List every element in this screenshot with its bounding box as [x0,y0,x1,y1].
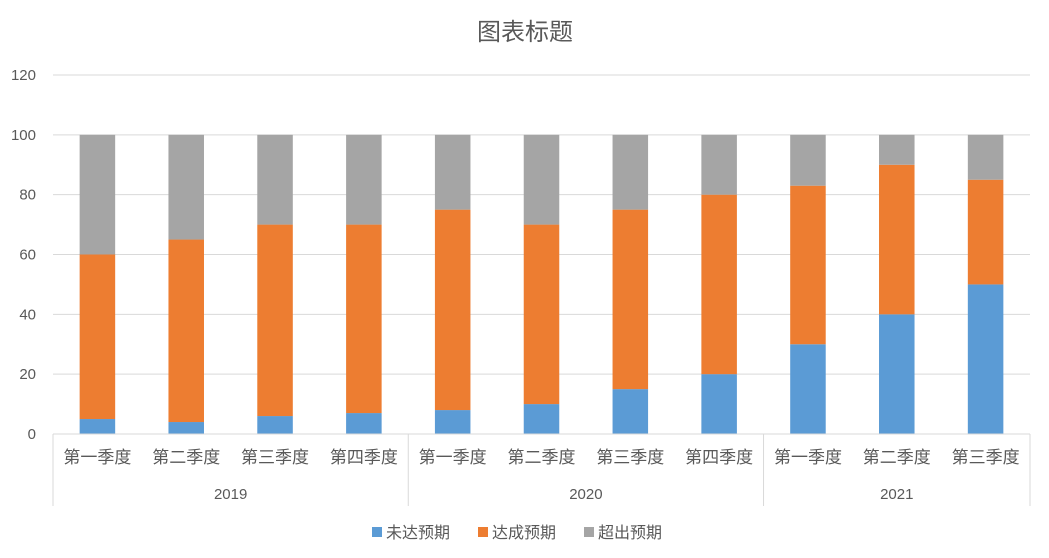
legend-label-2: 达成预期 [492,523,556,542]
bar-3-10 [879,134,915,165]
legend: 未达预期 达成预期 超出预期 [372,523,662,542]
bar-3-11 [967,134,1004,180]
bar-1-8 [701,374,737,434]
bar-1-5 [434,410,471,434]
bar-2-2 [168,239,204,423]
x-category-label: 第二季度 [863,448,931,468]
bar-3-4 [346,134,382,225]
x-category-label: 第一季度 [63,448,131,468]
bar-2-5 [434,209,471,411]
x-category-label: 第三季度 [596,448,664,468]
bar-3-9 [790,134,826,186]
bar-3-3 [257,134,293,225]
bar-2-3 [257,224,293,417]
legend-label-1: 未达预期 [386,523,450,542]
x-category-label: 第三季度 [952,448,1020,468]
bar-1-2 [168,422,204,434]
y-tick-label: 80 [19,187,36,204]
bar-3-2 [168,134,204,240]
chart-title: 图表标题 [477,18,573,46]
bar-2-11 [967,179,1004,285]
legend-swatch-1 [372,527,382,537]
bar-1-11 [967,284,1004,434]
y-tick-label: 0 [28,426,36,443]
y-tick-label: 120 [11,67,36,84]
bar-1-1 [79,419,116,434]
legend-swatch-2 [478,527,488,537]
x-category-label: 第四季度 [685,448,753,468]
y-tick-label: 100 [11,127,36,144]
bar-1-10 [879,314,915,434]
x-category-label: 第一季度 [419,448,487,468]
legend-label-3: 超出预期 [598,523,662,542]
x-category-label: 第四季度 [330,448,398,468]
x-category-label: 第三季度 [241,448,309,468]
bar-2-9 [790,185,826,345]
bar-1-6 [523,404,560,434]
x-category-label: 第一季度 [774,448,842,468]
bar-3-6 [523,134,560,225]
y-tick-label: 40 [19,306,36,323]
bar-1-9 [790,344,826,434]
x-group-label: 2021 [880,486,913,503]
bars [79,134,1004,434]
bar-3-8 [701,134,737,195]
bar-3-5 [434,134,471,210]
x-category-label: 第二季度 [152,448,220,468]
bar-3-7 [612,134,649,210]
bar-2-8 [701,194,737,375]
y-tick-label: 20 [19,366,36,383]
axes: 020406080100120第一季度 第二季度 第三季度 第四季度 第一季度 第二季度第… [11,67,1031,506]
y-tick-label: 60 [19,247,36,264]
x-category-label: 第二季度 [508,448,576,468]
x-group-label: 2020 [569,486,602,503]
bar-2-10 [879,164,915,315]
bar-1-3 [257,416,293,434]
x-group-label: 2019 [214,486,247,503]
bar-2-4 [346,224,382,414]
legend-swatch-3 [584,527,594,537]
bar-1-4 [346,413,382,434]
bar-2-1 [79,254,116,420]
bar-3-1 [79,134,116,255]
bar-2-7 [612,209,649,390]
bar-1-7 [612,389,649,434]
bar-2-6 [523,224,560,405]
